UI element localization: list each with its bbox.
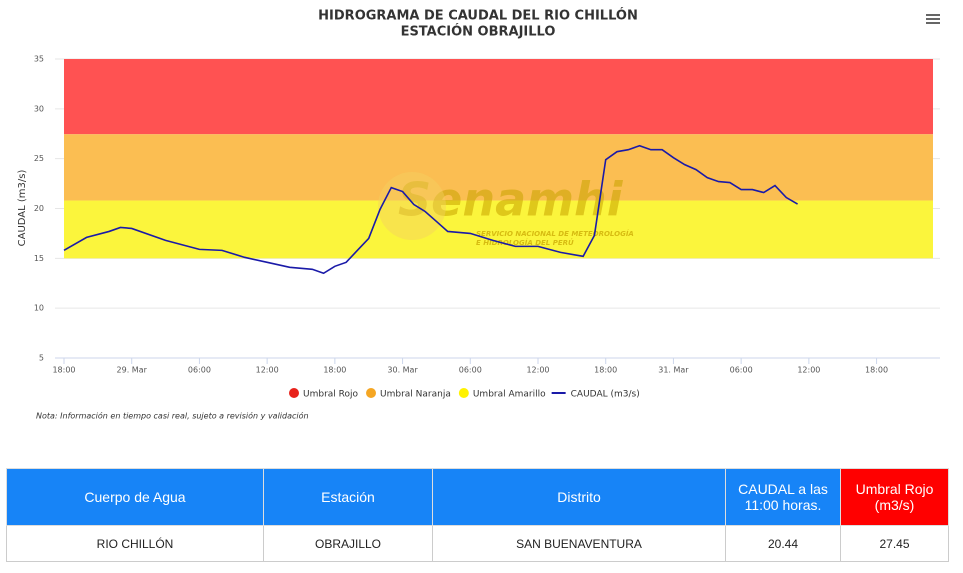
table-cell: RIO CHILLÓN bbox=[6, 525, 264, 562]
legend-label: Umbral Naranja bbox=[380, 390, 451, 400]
x-tick-label: 31. Mar bbox=[658, 366, 689, 375]
x-tick-label: 06:00 bbox=[459, 366, 482, 375]
legend-label: Umbral Rojo bbox=[303, 390, 359, 400]
table-header: CAUDAL a las 11:00 horas. bbox=[725, 468, 841, 526]
note: Nota: Información en tiempo casi real, s… bbox=[36, 411, 309, 421]
watermark-subtitle: SERVICIO NACIONAL DE METEOROLOGÍA bbox=[476, 229, 634, 238]
legend-label: CAUDAL (m3/s) bbox=[571, 390, 640, 400]
x-tick-label: 12:00 bbox=[526, 366, 549, 375]
chart: HIDROGRAMA DE CAUDAL DEL RIO CHILLÓN EST… bbox=[17, 8, 940, 421]
table-cell: OBRAJILLO bbox=[263, 525, 433, 562]
threshold-band bbox=[64, 59, 933, 135]
legend-marker bbox=[289, 388, 299, 398]
x-tick-label: 06:00 bbox=[188, 366, 211, 375]
table-header: Estación bbox=[263, 468, 433, 526]
table-cell: SAN BUENAVENTURA bbox=[432, 525, 726, 562]
x-tick-label: 18:00 bbox=[865, 366, 888, 375]
watermark-sun bbox=[378, 172, 446, 240]
data-table: Cuerpo de Agua Estación Distrito CAUDAL … bbox=[6, 468, 949, 562]
table-cell: 20.44 bbox=[725, 525, 841, 562]
y-tick-label: 25 bbox=[34, 154, 44, 163]
x-tick-label: 12:00 bbox=[256, 366, 279, 375]
y-tick-label: 30 bbox=[34, 104, 44, 113]
x-tick-label: 18:00 bbox=[323, 366, 346, 375]
watermark-subtitle: E HIDROLOGÍA DEL PERÚ bbox=[476, 238, 574, 247]
threshold-band bbox=[64, 200, 933, 259]
y-tick-label: 35 bbox=[34, 55, 44, 64]
legend-label: Umbral Amarillo bbox=[473, 390, 546, 400]
x-tick-label: 29. Mar bbox=[117, 366, 148, 375]
chart-title: HIDROGRAMA DE CAUDAL DEL RIO CHILLÓN bbox=[318, 8, 638, 24]
chart-subtitle: ESTACIÓN OBRAJILLO bbox=[401, 24, 556, 40]
legend-marker bbox=[366, 388, 377, 398]
table-header: Cuerpo de Agua bbox=[6, 468, 264, 526]
x-tick-label: 12:00 bbox=[797, 366, 820, 375]
legend-marker bbox=[458, 388, 469, 398]
table-header: Umbral Rojo (m3/s) bbox=[840, 468, 949, 526]
x-tick-label: 30. Mar bbox=[387, 366, 418, 375]
table-header: Distrito bbox=[432, 468, 726, 526]
y-tick-label: 20 bbox=[34, 204, 44, 213]
x-tick-label: 18:00 bbox=[52, 366, 75, 375]
y-tick-label: 15 bbox=[34, 254, 44, 263]
menu-button[interactable] bbox=[926, 14, 940, 24]
data-line bbox=[63, 144, 798, 275]
y-axis-label: CAUDAL (m3/s) bbox=[17, 170, 28, 247]
x-tick-label: 18:00 bbox=[594, 366, 617, 375]
threshold-band bbox=[64, 134, 933, 201]
x-tick-label: 06:00 bbox=[730, 366, 753, 375]
watermark: Senamhi bbox=[398, 173, 624, 227]
y-tick-label: 10 bbox=[34, 304, 44, 313]
y-tick-label: 5 bbox=[39, 354, 44, 363]
table-cell: 27.45 bbox=[840, 525, 949, 562]
